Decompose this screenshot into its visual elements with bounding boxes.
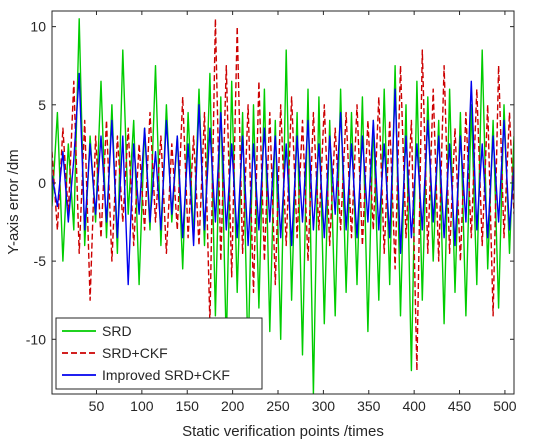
series-line-2: [52, 18, 514, 372]
x-tick-label: 150: [176, 398, 200, 414]
x-tick-label: 300: [312, 398, 336, 414]
legend-label-1: SRD: [102, 323, 132, 339]
legend-label-2: SRD+CKF: [102, 345, 168, 361]
plot-frame: [51, 10, 515, 395]
x-tick-label: 50: [89, 398, 105, 414]
y-tick-label: -10: [26, 331, 46, 347]
x-tick-label: 350: [357, 398, 381, 414]
y-tick-label: -5: [34, 253, 47, 269]
y-tick-label: 10: [30, 19, 46, 35]
series-layer: [52, 18, 514, 394]
y-axis-ticks: -10 -5 0 5 10: [26, 19, 514, 347]
x-axis-label: Static verification points /times: [182, 423, 384, 440]
y-tick-label: 5: [38, 97, 46, 113]
x-tick-label: 400: [402, 398, 426, 414]
y-axis-label: Y-axis error /dm: [5, 149, 22, 254]
series-line-3: [52, 72, 514, 286]
x-axis-ticks: 50 100 150 200 250 300 350 400 450 500: [89, 11, 517, 414]
x-tick-label: 450: [448, 398, 472, 414]
y-tick-label: 0: [38, 175, 46, 191]
x-tick-label: 250: [266, 398, 290, 414]
x-tick-label: 500: [493, 398, 517, 414]
legend: SRD SRD+CKF Improved SRD+CKF: [55, 317, 263, 390]
x-tick-label: 200: [221, 398, 245, 414]
legend-label-3: Improved SRD+CKF: [102, 367, 230, 383]
x-tick-label: 100: [130, 398, 154, 414]
